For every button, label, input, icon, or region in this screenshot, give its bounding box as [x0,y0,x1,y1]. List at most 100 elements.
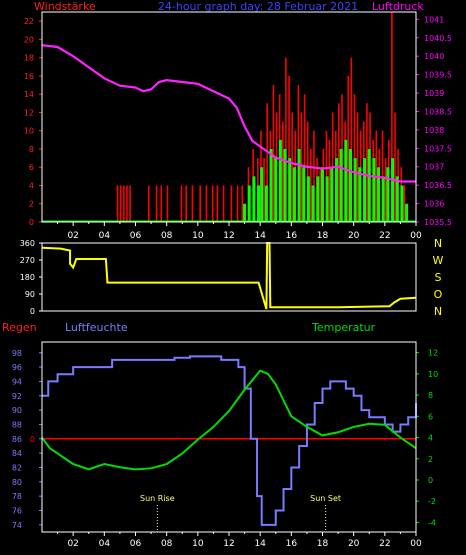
wind-gust-bar [263,158,265,222]
wind-axis-label: 12 [24,108,34,117]
pressure-axis-label: 1035.5 [424,218,452,227]
wind-average-bar [363,158,367,222]
wind-pressure-x-tick-label: 18 [317,231,329,241]
wind-axis-label: 22 [24,17,34,26]
temperature-line [41,369,417,471]
humidity-temperature-x-tick-label: 08 [161,539,173,549]
wind-average-bar [395,176,399,222]
compass-label: N [434,237,442,250]
wind-axis-label: 18 [24,54,34,63]
wind-axis-label: 2 [29,200,34,209]
wind-gust-bar [285,57,287,222]
wind-average-bar [320,167,324,222]
humidity-label: Luftfeuchte [65,321,128,334]
wind-gust-bar [328,139,331,222]
temperature-axis-label: 8 [428,391,433,400]
wind-average-bar [325,176,329,222]
direction-axis-label: 0 [30,307,35,316]
wind-gust-bar [356,112,359,222]
wind-gust-bar [119,185,122,222]
humidity-axis-label: 78 [12,492,22,501]
wind-gust-bar [347,75,350,222]
humidity-axis-label: 82 [12,463,22,472]
humidity-temperature-x-tick-label: 14 [254,539,266,549]
wind-axis-label: 6 [29,163,34,172]
humidity-axis-label: 90 [12,406,22,415]
wind-gust-bar [147,185,150,222]
humidity-temperature-x-tick-label: 04 [99,539,111,549]
humidity-axis-label: 84 [12,449,22,458]
wind-average-bar [297,148,301,222]
temperature-axis-label: 2 [428,455,433,464]
rain-label: Regen [2,321,37,334]
wind-gust-bar [306,121,309,222]
humidity-temperature-x-tick-label: 18 [317,539,329,549]
wind-average-bar [302,167,306,222]
temperature-axis-label: 6 [428,412,433,421]
pressure-axis-label: 1038.5 [424,107,452,116]
wind-average-bar [353,158,357,222]
wind-axis-label: 4 [29,181,34,190]
wind-gust-bar [303,94,306,222]
pressure-axis-label: 1040 [424,52,444,61]
wind-average-bar [344,139,348,222]
pressure-axis-label: 1039 [424,89,444,98]
wind-average-bar [334,158,338,222]
wind-gust-bar [300,112,303,222]
wind-average-bar [377,167,381,222]
sun-annotation-label: Sun Set [310,494,341,503]
wind-gust-bar [391,12,393,222]
humidity-temperature-x-tick-label: 16 [286,539,298,549]
wind-gust-bar [222,185,225,222]
wind-average-bar [243,203,247,222]
wind-pressure-x-tick-label: 10 [192,231,204,241]
wind-average-bar [260,167,264,222]
wind-gust-bar [338,103,340,222]
header-wind-label: Windstärke [34,0,96,13]
compass-label: W [433,254,444,267]
wind-pressure-x-tick-label: 22 [379,231,390,241]
wind-gust-bar [216,185,219,222]
wind-average-bar [292,167,296,222]
humidity-axis-label: 98 [12,349,22,358]
temperature-axis-label: 0 [428,476,433,485]
wind-gust-bar [241,185,244,222]
wind-average-bar [367,148,371,222]
wind-gust-bar [236,185,239,222]
temperature-label: Temperatur [311,321,376,334]
wind-gust-bar [266,103,268,222]
wind-pressure-x-tick-label: 12 [223,231,234,241]
header-title: 24-hour graph day: 28 Februar 2021 [158,0,358,13]
wind-gust-bar [288,75,290,222]
wind-average-bar [400,185,404,222]
wind-axis-label: 10 [24,127,34,136]
humidity-temperature-panel: 74 76 78 80 82 84 86 88 90 92 94 96 98 -4 -2 0 2 4 6 8 10 12 0… [12,341,438,533]
wind-pressure-x-tick-label: 02 [67,231,78,241]
wind-gust-bar [281,121,284,222]
wind-axis-label: 14 [24,90,34,99]
wind-gust-bar [230,185,233,222]
wind-gust-bar [313,130,315,222]
humidity-axis-label: 96 [12,363,22,372]
wind-gust-bar [319,167,321,222]
wind-pressure-x-tick-label: 06 [130,231,142,241]
wind-pressure-panel: 0 2 4 6 8 10 12 14 16 18 20 22 1035.5 1036 1036.5 1037 1… [24,11,452,227]
wind-average-bar [311,185,315,222]
temperature-axis-label: 10 [428,370,438,379]
humidity-axis-label: 76 [12,506,22,515]
compass-label: N [434,305,442,318]
wind-average-bar [247,185,251,222]
pressure-axis-label: 1041 [424,15,444,24]
wind-average-bar [339,148,343,222]
wind-gust-bar [384,158,387,222]
temperature-axis-label: 4 [428,434,433,443]
wind-average-bar [358,167,362,222]
direction-axis-label: 270 [20,256,35,265]
wind-average-bar [264,185,268,222]
wind-average-bar [278,139,282,222]
humidity-axis-label: 88 [12,420,22,429]
wind-average-bar [283,148,287,222]
wind-average-bar [288,158,292,222]
